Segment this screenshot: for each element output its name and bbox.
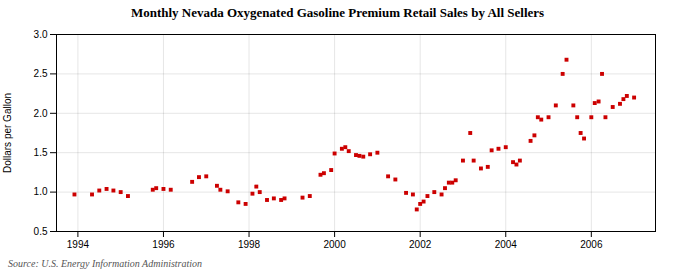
svg-text:2.0: 2.0 bbox=[34, 108, 48, 119]
svg-text:1998: 1998 bbox=[238, 239, 261, 250]
svg-text:2000: 2000 bbox=[323, 239, 346, 250]
html-text:Source: U.S. Energy Informatio: Source: U.S. Energy Information Administ… bbox=[8, 258, 203, 269]
svg-text:1996: 1996 bbox=[152, 239, 175, 250]
svg-text:2004: 2004 bbox=[495, 239, 518, 250]
svg-text:Dollars per Gallon: Dollars per Gallon bbox=[2, 93, 13, 173]
svg-text:2002: 2002 bbox=[409, 239, 432, 250]
svg-text:1994: 1994 bbox=[67, 239, 90, 250]
svg-text:0.5: 0.5 bbox=[34, 226, 48, 237]
svg-text:1.5: 1.5 bbox=[34, 147, 48, 158]
svg-text:2.5: 2.5 bbox=[34, 68, 48, 79]
svg-text:2006: 2006 bbox=[580, 239, 603, 250]
html-text:Monthly Nevada Oxygenated Gaso: Monthly Nevada Oxygenated Gasoline Premi… bbox=[130, 5, 545, 20]
svg-text:3.0: 3.0 bbox=[34, 29, 48, 40]
svg-text:1.0: 1.0 bbox=[34, 186, 48, 197]
